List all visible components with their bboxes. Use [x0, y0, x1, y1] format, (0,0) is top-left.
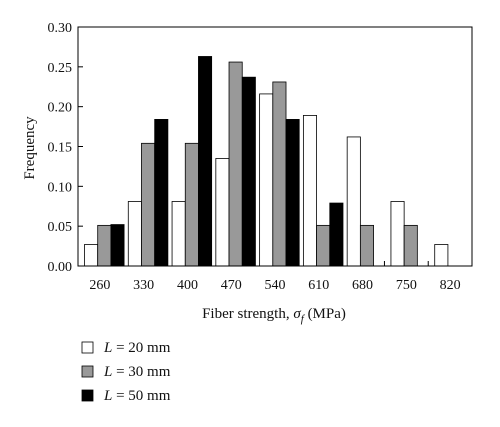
y-tick-label: 0.20 [48, 101, 73, 116]
x-tick-label: 750 [396, 278, 417, 293]
bar-s1-750 [390, 201, 405, 267]
y-tick-label: 0.00 [48, 260, 73, 275]
x-tick-label: 260 [89, 278, 110, 293]
bar-s2-610 [316, 224, 331, 267]
legend-swatch-2 [81, 365, 94, 378]
x-axis-title-subscript: f [301, 313, 306, 325]
legend-label-3: L = 50 mm [103, 388, 171, 404]
x-tick-label: 820 [440, 278, 461, 293]
x-axis-title: Fiber strength, σf (MPa) [202, 306, 346, 325]
bar-s2-540 [272, 81, 287, 267]
y-tick-label: 0.25 [48, 61, 73, 76]
x-axis-title-prefix: Fiber strength, [202, 306, 293, 322]
y-tick-label: 0.30 [48, 21, 73, 36]
bar-s1-540 [259, 93, 274, 267]
x-tick-label: 330 [133, 278, 154, 293]
bar-s3-330 [154, 119, 169, 267]
x-tick-label: 470 [221, 278, 242, 293]
x-tick-label: 540 [265, 278, 286, 293]
bar-s2-330 [141, 142, 156, 267]
y-axis-title: Frequency [22, 116, 38, 180]
bar-s2-750 [403, 224, 418, 267]
legend-swatch-3 [81, 389, 94, 402]
y-tick-label: 0.10 [48, 180, 73, 195]
bar-s1-820 [434, 244, 449, 267]
legend-swatch-1 [81, 341, 94, 354]
x-tick-label: 680 [352, 278, 373, 293]
x-tick-label: 610 [308, 278, 329, 293]
bar-s1-610 [302, 115, 317, 267]
legend-label-1: L = 20 mm [103, 340, 171, 356]
bar-s3-610 [329, 202, 344, 267]
x-ticks-group: 260 330 400 470 540 610 680 750 820 [89, 261, 461, 293]
x-axis-title-suffix: (MPa) [304, 306, 346, 322]
y-ticks-group: 0.00 0.05 0.10 0.15 0.20 0.25 0.30 [48, 21, 83, 275]
bar-s1-330 [127, 201, 142, 267]
x-tick-label: 400 [177, 278, 198, 293]
bar-s3-540 [285, 119, 300, 267]
bar-s2-470 [228, 61, 243, 267]
bar-s3-260 [110, 224, 125, 267]
bar-s1-260 [84, 244, 99, 267]
legend-label-2: L = 30 mm [103, 364, 171, 380]
bars-group [84, 56, 449, 267]
y-tick-label: 0.05 [48, 220, 73, 235]
y-tick-label: 0.15 [48, 141, 73, 156]
bar-s2-400 [184, 142, 199, 267]
bar-s2-260 [97, 224, 112, 267]
bar-s3-470 [241, 76, 256, 267]
bar-s2-680 [359, 224, 374, 267]
bar-s3-400 [198, 56, 213, 267]
bar-s1-400 [171, 201, 186, 267]
bar-s1-470 [215, 158, 230, 267]
bar-s1-680 [346, 136, 361, 267]
legend: L = 20 mm L = 30 mm L = 50 mm [81, 340, 171, 404]
x-axis-title-symbol: σ [293, 306, 301, 322]
